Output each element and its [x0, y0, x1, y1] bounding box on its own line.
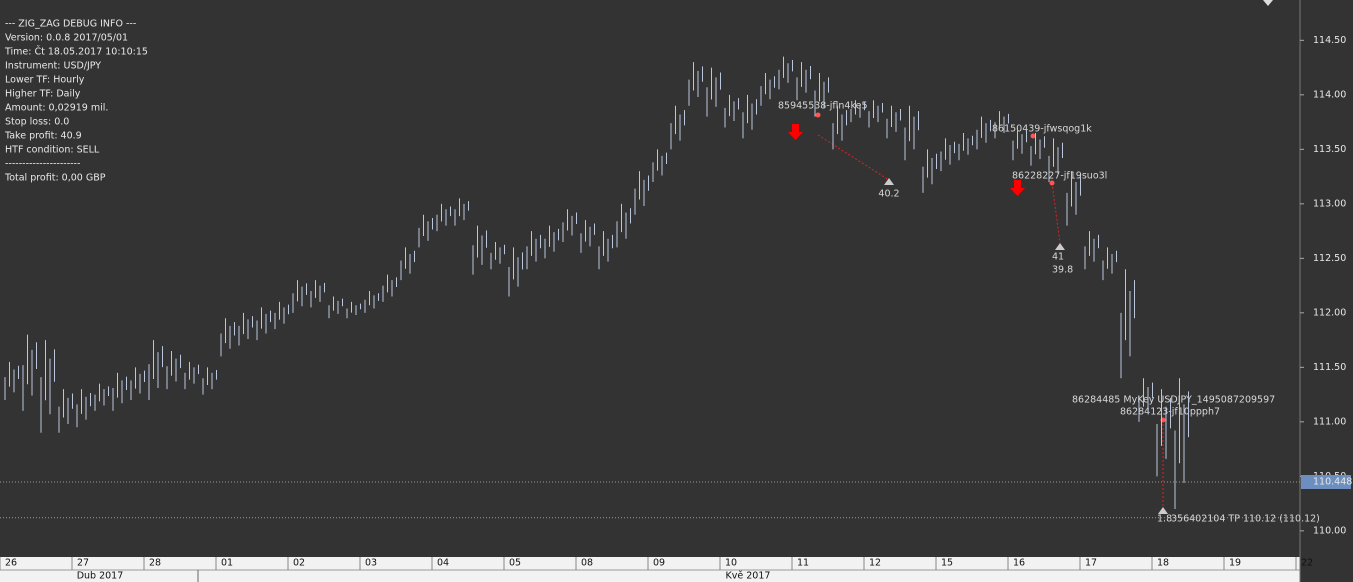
- exit-marker: [1055, 243, 1065, 250]
- y-tick-label: 111.50: [1313, 362, 1346, 373]
- x-tick-label: 04: [437, 558, 449, 569]
- info-line: --- ZIG_ZAG DEBUG INFO ---: [5, 19, 136, 30]
- y-tick-label: 114.50: [1313, 35, 1346, 46]
- sell-arrow: [788, 124, 803, 140]
- x-tick-label: 15: [941, 558, 953, 569]
- entry-dot: [1049, 180, 1055, 186]
- exit-marker: [1158, 507, 1168, 514]
- info-line: Take profit: 40.9: [4, 131, 82, 142]
- y-tick-label: 111.00: [1313, 416, 1346, 427]
- order-label: 86228227-jf19suo3l: [1012, 171, 1107, 182]
- x-tick-label: 16: [1013, 558, 1025, 569]
- x-tick-label: 03: [365, 558, 377, 569]
- info-line: ----------------------: [5, 159, 80, 170]
- month-label: Kvě 2017: [726, 571, 771, 582]
- x-tick-label: 08: [581, 558, 593, 569]
- current-price-box: [1301, 475, 1351, 490]
- menu-arrow[interactable]: [1263, 0, 1273, 6]
- entry-dot: [815, 112, 821, 118]
- current-price-label: 110.448: [1313, 477, 1352, 488]
- info-line: HTF condition: SELL: [5, 145, 100, 156]
- info-line: Higher TF: Daily: [5, 89, 81, 100]
- exit-marker: [884, 178, 894, 185]
- info-line: Lower TF: Hourly: [5, 75, 85, 86]
- x-tick-label: 09: [653, 558, 665, 569]
- x-tick-label: 11: [797, 558, 809, 569]
- pips-label: 41: [1052, 252, 1064, 263]
- x-tick-label: 17: [1085, 558, 1097, 569]
- entry-dot: [1030, 133, 1036, 139]
- info-line: Time: Čt 18.05.2017 10:10:15: [4, 46, 148, 58]
- info-line: Stop loss: 0.0: [5, 117, 69, 128]
- x-tick-label: 26: [5, 558, 17, 569]
- info-line: Total profit: 0,00 GBP: [4, 173, 106, 184]
- y-tick-label: 114.00: [1313, 89, 1346, 100]
- x-tick-label: 18: [1157, 558, 1169, 569]
- info-panel: --- ZIG_ZAG DEBUG INFO --- Version: 0.0.8…: [4, 19, 148, 184]
- y-tick-label: 113.50: [1313, 144, 1346, 155]
- y-tick-label: 112.00: [1313, 307, 1346, 318]
- x-tick-label: 19: [1229, 558, 1241, 569]
- x-tick-label: 12: [869, 558, 881, 569]
- x-tick-label: 28: [149, 558, 161, 569]
- pips-label: 40.2: [878, 189, 899, 200]
- tp-label: 356402104 TP 110.12 (110.12): [1171, 514, 1320, 525]
- x-tick-label: 10: [725, 558, 737, 569]
- info-line: Version: 0.0.8 2017/05/01: [5, 33, 128, 44]
- x-tick-label: 05: [509, 558, 521, 569]
- y-tick-label: 110.00: [1313, 525, 1346, 536]
- pips-label: 1.8: [1157, 514, 1172, 525]
- month-label: Dub 2017: [77, 571, 124, 582]
- info-line: Instrument: USD/JPY: [5, 61, 101, 72]
- x-tick-label: 01: [221, 558, 233, 569]
- y-tick-label: 113.00: [1313, 198, 1346, 209]
- x-tick-label: 22: [1301, 558, 1313, 569]
- pips-label: 39.8: [1052, 265, 1073, 276]
- order-label: 86150439-jfwsqog1k: [992, 124, 1092, 135]
- y-tick-label: 112.50: [1313, 253, 1346, 264]
- order-label: 85945538-jfln4ke5: [778, 101, 868, 112]
- sell-arrow: [1010, 180, 1025, 196]
- x-tick-label: 02: [293, 558, 305, 569]
- x-tick-label: 27: [77, 558, 89, 569]
- order-label: 86284485 MyKey USDJPY_1495087209597: [1072, 395, 1275, 406]
- info-line: Amount: 0,02919 mil.: [5, 103, 108, 114]
